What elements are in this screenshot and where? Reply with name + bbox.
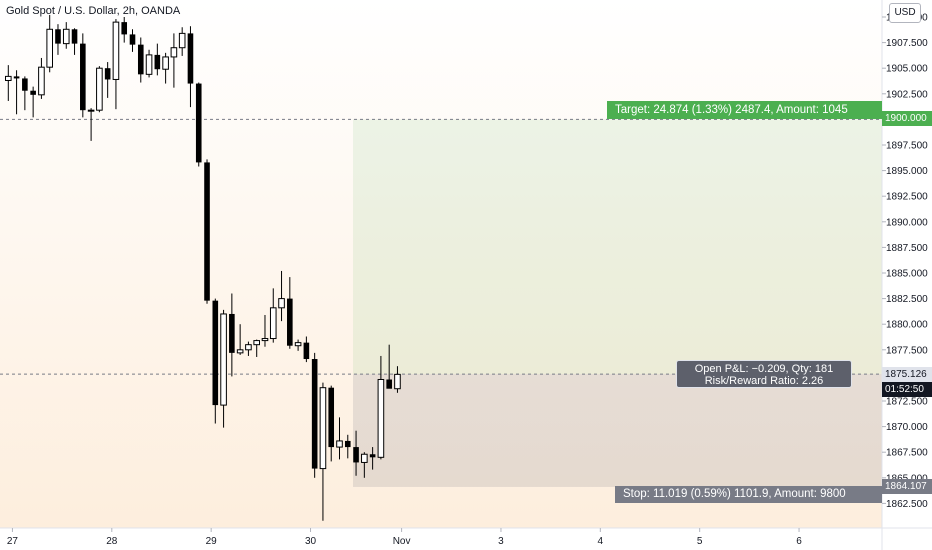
price-tick-label: 1890.000 bbox=[886, 217, 928, 228]
candle bbox=[212, 298, 219, 424]
candle bbox=[278, 270, 285, 322]
price-tick-label: 1882.500 bbox=[886, 294, 928, 305]
candle bbox=[269, 288, 277, 343]
price-tick-label: 1887.500 bbox=[886, 243, 928, 254]
candle bbox=[71, 28, 78, 55]
candle bbox=[195, 82, 202, 167]
symbol-title: Gold Spot / U.S. Dollar, 2h, OANDA bbox=[6, 5, 181, 17]
target-label[interactable]: Target: 24.874 (1.33%) 2487.4, Amount: 1… bbox=[607, 101, 882, 119]
time-tick-label: 6 bbox=[796, 536, 802, 547]
target-zone bbox=[353, 119, 882, 375]
candle bbox=[344, 434, 351, 459]
stop-label[interactable]: Stop: 11.019 (0.59%) 1101.9, Amount: 980… bbox=[615, 486, 882, 503]
candle bbox=[96, 66, 103, 113]
candle bbox=[353, 430, 359, 476]
candle bbox=[361, 452, 368, 478]
candle bbox=[294, 339, 302, 351]
candle bbox=[287, 277, 293, 349]
candle bbox=[121, 17, 128, 43]
price-tick-label: 1902.500 bbox=[886, 89, 928, 100]
candle bbox=[229, 293, 235, 377]
candle bbox=[261, 314, 269, 347]
candle bbox=[394, 366, 401, 393]
time-tick-label: 4 bbox=[598, 536, 604, 547]
open-pnl-text: Open P&L: −0.209, Qty: 181 bbox=[694, 363, 834, 375]
chart-background bbox=[0, 0, 882, 528]
price-tick-label: 1867.500 bbox=[886, 448, 928, 459]
candle bbox=[38, 57, 45, 99]
candle bbox=[336, 417, 343, 460]
candle bbox=[178, 27, 186, 56]
price-tick-label: 1880.000 bbox=[886, 320, 928, 331]
candle bbox=[311, 352, 318, 478]
candle bbox=[236, 324, 244, 355]
price-tick-label: 1895.000 bbox=[886, 166, 928, 177]
time-tick-label: 28 bbox=[106, 536, 118, 547]
candle bbox=[303, 336, 310, 363]
price-tick-label: 1907.500 bbox=[886, 38, 928, 49]
candle bbox=[104, 62, 111, 98]
candle bbox=[30, 86, 36, 118]
last-price-tag: 1875.126 bbox=[882, 367, 932, 382]
candle bbox=[187, 26, 194, 108]
candle bbox=[62, 22, 70, 49]
candle bbox=[170, 33, 178, 88]
candle bbox=[137, 37, 144, 83]
candle bbox=[377, 355, 385, 460]
candle bbox=[369, 447, 376, 470]
candle bbox=[245, 341, 252, 356]
candle bbox=[204, 159, 210, 304]
time-tick-label: 5 bbox=[697, 536, 703, 547]
candle bbox=[55, 24, 61, 55]
price-tick-label: 1885.000 bbox=[886, 269, 928, 280]
time-tick-label: 27 bbox=[7, 536, 19, 547]
candle bbox=[80, 33, 86, 118]
candle bbox=[154, 43, 161, 76]
candle bbox=[220, 309, 227, 428]
time-tick-label: Nov bbox=[393, 536, 411, 547]
price-tick-label: 1897.500 bbox=[886, 141, 928, 152]
bar-countdown-tag: 01:52:50 bbox=[882, 382, 932, 397]
currency-button[interactable]: USD bbox=[889, 3, 921, 23]
stop-price-tag: 1864.107 bbox=[882, 479, 932, 494]
price-tick-label: 1865.000 bbox=[886, 473, 928, 484]
time-tick-label: 30 bbox=[305, 536, 317, 547]
open-pnl-box[interactable]: Open P&L: −0.209, Qty: 181 Risk/Reward R… bbox=[676, 360, 852, 388]
time-tick-label: 3 bbox=[498, 536, 504, 547]
price-tick-label: 1872.500 bbox=[886, 397, 928, 408]
time-axis[interactable]: 27 28 29 30 Nov 3 4 5 6 bbox=[7, 528, 802, 547]
candle bbox=[87, 108, 95, 141]
candle bbox=[386, 344, 392, 389]
price-tick-label: 1870.000 bbox=[886, 422, 928, 433]
candle bbox=[319, 382, 327, 521]
candle bbox=[22, 76, 28, 111]
price-axis[interactable]: 1862.500 1865.000 1867.500 1870.000 1872.500… bbox=[882, 13, 928, 510]
risk-reward-text: Risk/Reward Ratio: 2.26 bbox=[704, 375, 824, 387]
price-tick-label: 1905.000 bbox=[886, 64, 928, 75]
candle bbox=[162, 52, 169, 84]
candle bbox=[253, 339, 260, 357]
candles bbox=[5, 14, 401, 521]
candle bbox=[5, 65, 12, 101]
candle bbox=[46, 14, 54, 73]
candle bbox=[145, 49, 153, 78]
candle bbox=[112, 19, 120, 110]
target-price-tag: 1900.000 bbox=[882, 111, 932, 126]
stop-zone bbox=[353, 374, 882, 487]
time-tick-label: 29 bbox=[206, 536, 218, 547]
price-tick-label: 1892.500 bbox=[886, 192, 928, 203]
candle bbox=[13, 70, 20, 115]
candle bbox=[129, 29, 136, 52]
candle bbox=[328, 385, 335, 462]
price-tick-label: 1862.500 bbox=[886, 499, 928, 510]
price-tick-label: 1877.500 bbox=[886, 345, 928, 356]
